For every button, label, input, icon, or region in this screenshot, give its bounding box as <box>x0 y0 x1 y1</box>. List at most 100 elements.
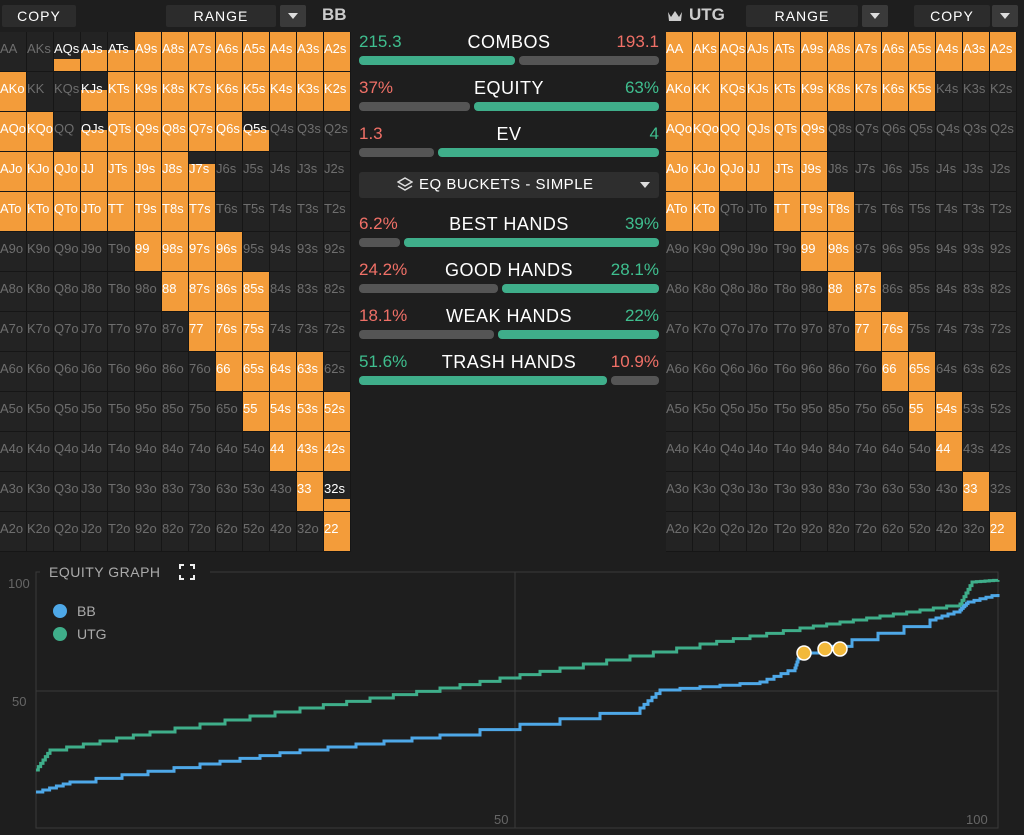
hand-cell[interactable]: Q3o <box>720 472 747 512</box>
hand-cell[interactable]: AA <box>666 32 693 72</box>
hand-cell[interactable]: 95o <box>135 392 162 432</box>
hand-cell[interactable]: KQo <box>693 112 720 152</box>
hand-cell[interactable]: 73s <box>963 312 990 352</box>
hand-cell[interactable]: K2s <box>990 72 1017 112</box>
hand-cell[interactable]: 92s <box>990 232 1017 272</box>
hand-cell[interactable]: A9o <box>666 232 693 272</box>
hand-cell[interactable]: K5s <box>909 72 936 112</box>
hand-cell[interactable]: J4s <box>936 152 963 192</box>
hand-cell[interactable]: J5s <box>243 152 270 192</box>
hand-cell[interactable]: J6o <box>747 352 774 392</box>
hand-cell[interactable]: 82s <box>324 272 351 312</box>
hand-cell[interactable]: QJo <box>54 152 81 192</box>
graph-marker[interactable] <box>796 645 812 661</box>
hand-cell[interactable]: T7o <box>774 312 801 352</box>
hand-cell[interactable]: Q6s <box>216 112 243 152</box>
hand-cell[interactable]: T9o <box>774 232 801 272</box>
hand-cell[interactable]: 97s <box>855 232 882 272</box>
hand-cell[interactable]: T2s <box>324 192 351 232</box>
hand-cell[interactable]: ATs <box>774 32 801 72</box>
hand-cell[interactable]: KK <box>27 72 54 112</box>
hand-cell[interactable]: Q9o <box>54 232 81 272</box>
hand-cell[interactable]: T4s <box>936 192 963 232</box>
hand-cell[interactable]: 52o <box>909 512 936 552</box>
hand-cell[interactable]: K8o <box>27 272 54 312</box>
hand-cell[interactable]: 65s <box>243 352 270 392</box>
hand-cell[interactable]: 77 <box>855 312 882 352</box>
hand-cell[interactable]: 53s <box>963 392 990 432</box>
hand-cell[interactable]: AQs <box>720 32 747 72</box>
hand-cell[interactable]: 42o <box>270 512 297 552</box>
hand-cell[interactable]: A8o <box>0 272 27 312</box>
hand-cell[interactable]: 33 <box>297 472 324 512</box>
hand-cell[interactable]: JTs <box>774 152 801 192</box>
hand-cell[interactable]: 54s <box>936 392 963 432</box>
hand-cell[interactable]: T8s <box>162 192 189 232</box>
hand-cell[interactable]: KTo <box>693 192 720 232</box>
hand-cell[interactable]: K4s <box>270 72 297 112</box>
hand-cell[interactable]: J4o <box>747 432 774 472</box>
hand-cell[interactable]: A6s <box>216 32 243 72</box>
hand-cell[interactable]: Q5s <box>909 112 936 152</box>
hand-cell[interactable]: 72s <box>990 312 1017 352</box>
hand-cell[interactable]: QTs <box>774 112 801 152</box>
hand-cell[interactable]: 97o <box>801 312 828 352</box>
hand-cell[interactable]: 94o <box>135 432 162 472</box>
hand-cell[interactable]: T3o <box>774 472 801 512</box>
hand-cell[interactable]: K6o <box>693 352 720 392</box>
hand-cell[interactable]: 85o <box>162 392 189 432</box>
hand-cell[interactable]: K2s <box>324 72 351 112</box>
hand-cell[interactable]: J7o <box>747 312 774 352</box>
hand-cell[interactable]: K4o <box>27 432 54 472</box>
hand-cell[interactable]: J7s <box>855 152 882 192</box>
hand-cell[interactable]: Q9s <box>135 112 162 152</box>
hand-cell[interactable]: 65s <box>909 352 936 392</box>
hand-cell[interactable]: 22 <box>324 512 351 552</box>
hand-cell[interactable]: 72o <box>189 512 216 552</box>
hand-cell[interactable]: K5o <box>693 392 720 432</box>
hand-cell[interactable]: J6s <box>216 152 243 192</box>
hand-cell[interactable]: J5o <box>747 392 774 432</box>
hand-cell[interactable]: TT <box>108 192 135 232</box>
hand-cell[interactable]: 93o <box>135 472 162 512</box>
hand-cell[interactable]: 72o <box>855 512 882 552</box>
hand-cell[interactable]: J2s <box>324 152 351 192</box>
hand-cell[interactable]: 42o <box>936 512 963 552</box>
hand-cell[interactable]: 97s <box>189 232 216 272</box>
hand-cell[interactable]: Q9s <box>801 112 828 152</box>
hand-cell[interactable]: 97o <box>135 312 162 352</box>
hand-cell[interactable]: A6o <box>666 352 693 392</box>
hand-cell[interactable]: Q8s <box>162 112 189 152</box>
hand-cell[interactable]: A8o <box>666 272 693 312</box>
hand-cell[interactable]: K7s <box>855 72 882 112</box>
hand-cell[interactable]: 83o <box>162 472 189 512</box>
hand-cell[interactable]: K7o <box>27 312 54 352</box>
eq-buckets-select[interactable]: EQ BUCKETS - SIMPLE <box>359 172 659 198</box>
hand-cell[interactable]: J9o <box>81 232 108 272</box>
hand-cell[interactable]: 62s <box>990 352 1017 392</box>
hand-cell[interactable]: A5o <box>666 392 693 432</box>
hand-cell[interactable]: 84s <box>936 272 963 312</box>
hand-cell[interactable]: 63s <box>297 352 324 392</box>
hand-cell[interactable]: 87o <box>162 312 189 352</box>
hand-cell[interactable]: K7o <box>693 312 720 352</box>
hand-cell[interactable]: AKo <box>666 72 693 112</box>
hand-cell[interactable]: QTo <box>54 192 81 232</box>
hand-cell[interactable]: J2o <box>81 512 108 552</box>
hand-cell[interactable]: 53s <box>297 392 324 432</box>
hand-cell[interactable]: 32o <box>297 512 324 552</box>
hand-cell[interactable]: KQs <box>54 72 81 112</box>
hand-cell[interactable]: 94s <box>936 232 963 272</box>
hand-cell[interactable]: A3o <box>0 472 27 512</box>
hand-cell[interactable]: Q5o <box>54 392 81 432</box>
hand-cell[interactable]: 86o <box>162 352 189 392</box>
hand-cell[interactable]: T4s <box>270 192 297 232</box>
hand-cell[interactable]: 76o <box>855 352 882 392</box>
hand-cell[interactable]: K3s <box>297 72 324 112</box>
hand-cell[interactable]: T7s <box>189 192 216 232</box>
hand-cell[interactable]: A7s <box>189 32 216 72</box>
hand-cell[interactable]: 84s <box>270 272 297 312</box>
hand-cell[interactable]: K6s <box>882 72 909 112</box>
hand-cell[interactable]: T6o <box>774 352 801 392</box>
hand-cell[interactable]: T9o <box>108 232 135 272</box>
